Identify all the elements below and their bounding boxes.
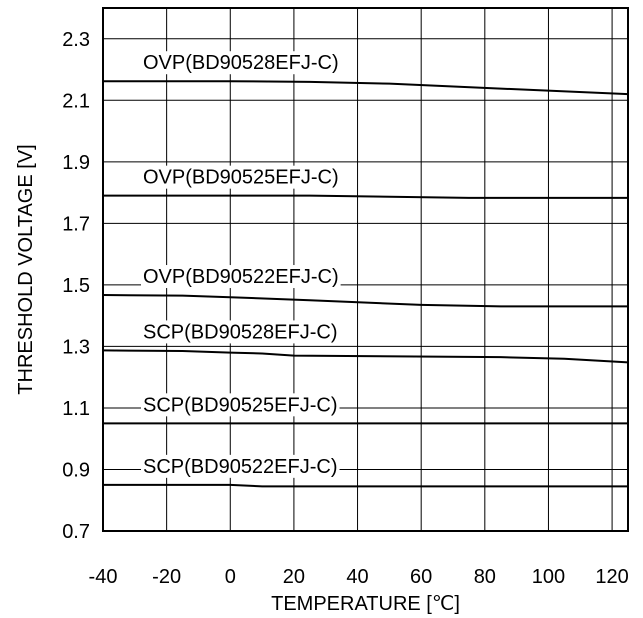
series-line [103, 483, 628, 488]
y-tick-label: 1.1 [62, 398, 90, 420]
series-line [103, 80, 629, 96]
series-label-background [141, 454, 340, 478]
x-tick-label: 60 [410, 566, 432, 588]
series-label-background [141, 265, 341, 289]
x-axis-title: TEMPERATURE [℃] [271, 593, 460, 615]
x-tick-label: 20 [283, 566, 305, 588]
y-tick-label: 1.7 [62, 213, 90, 235]
x-tick-label: 0 [225, 566, 236, 588]
y-tick-label: 0.7 [62, 521, 90, 543]
series-label-background [141, 51, 341, 75]
series-label-background [141, 165, 341, 189]
y-tick-label: 2.3 [62, 29, 90, 51]
y-axis-title: THRESHOLD VOLTAGE [V] [15, 144, 37, 394]
y-tick-label: 0.9 [62, 459, 90, 481]
x-tick-label: 80 [474, 566, 496, 588]
series-label-layer: OVP(BD90528EFJ-C) OVP(BD90525EFJ-C) OVP(BD… [141, 51, 341, 478]
plot-frame [102, 7, 629, 532]
series-label: OVP(BD90525EFJ-C) [143, 167, 339, 189]
x-tick-label: 100 [532, 566, 565, 588]
x-tick-label: -40 [89, 566, 118, 588]
series-label: SCP(BD90522EFJ-C) [143, 456, 338, 478]
x-tick-label: -20 [152, 566, 181, 588]
series-lines [102, 80, 629, 488]
series-label: OVP(BD90522EFJ-C) [143, 266, 339, 288]
series-label: OVP(BD90528EFJ-C) [143, 52, 339, 74]
y-tick-label: 2.1 [62, 90, 90, 112]
series-label-background [141, 393, 340, 417]
series-line [102, 294, 628, 308]
series-line [102, 349, 629, 364]
series-label-background [141, 320, 340, 344]
series-line [103, 194, 628, 199]
x-tick-label: 120 [595, 566, 628, 588]
y-tick-labels: 0.7 0.9 1.1 1.3 1.5 1.7 1.9 2.1 2.3 [62, 29, 90, 543]
x-tick-labels: -40 -20 0 20 40 60 80 100 120 [89, 566, 629, 588]
y-tick-label: 1.9 [62, 152, 90, 174]
series-label: SCP(BD90528EFJ-C) [143, 321, 338, 343]
series-label: SCP(BD90525EFJ-C) [143, 394, 338, 416]
y-tick-label: 1.3 [62, 336, 90, 358]
x-tick-label: 40 [346, 566, 368, 588]
y-tick-label: 1.5 [62, 275, 90, 297]
